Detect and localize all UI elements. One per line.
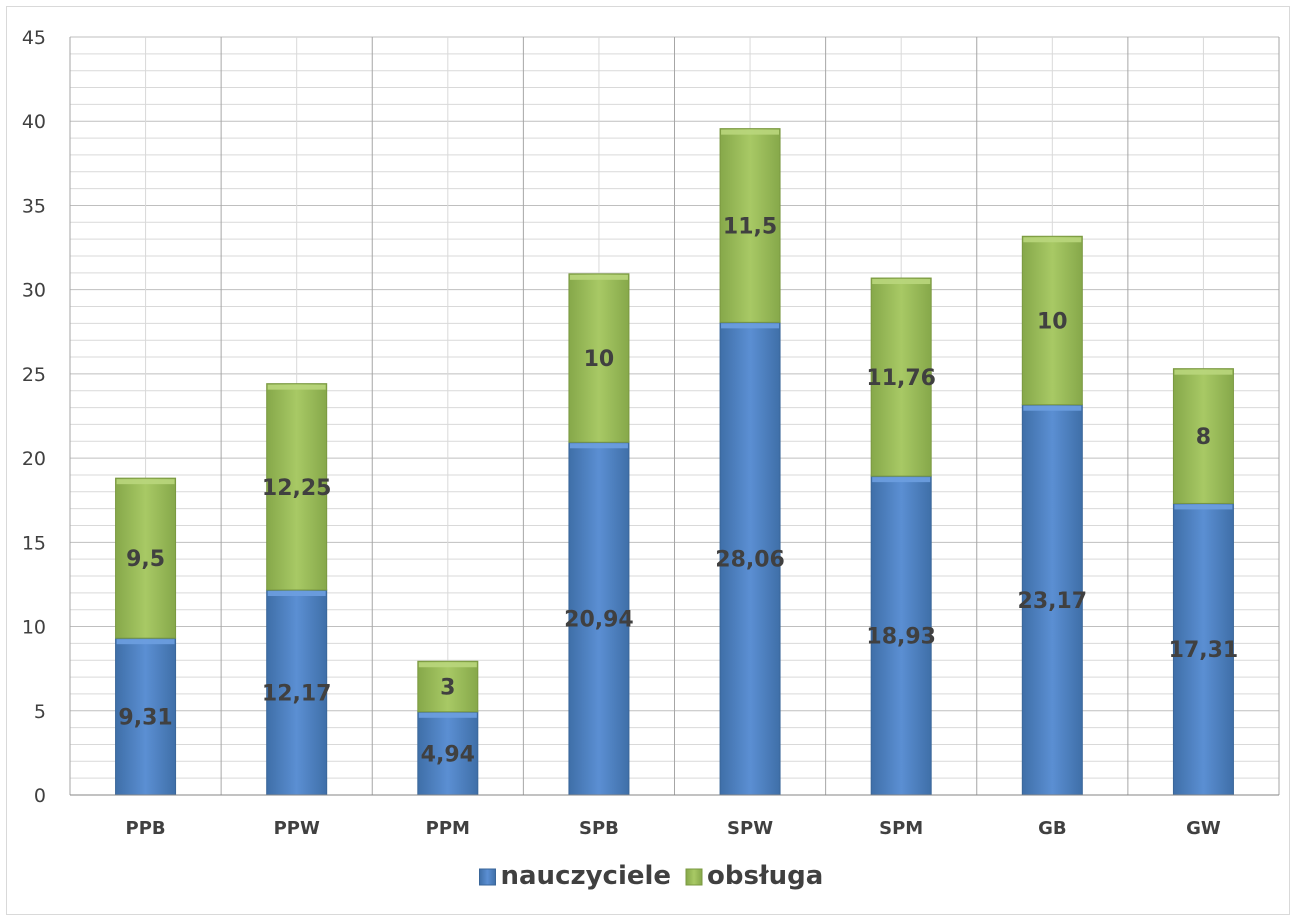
y-tick-label: 0 (34, 785, 46, 807)
bar-segment-obsługa (568, 273, 630, 443)
data-label-obsługa: 11,5 (723, 214, 777, 239)
data-labels: 9,31 9,5 12,17 12,25 4,94 3 20,94 10 28,06 11,5 18… (118, 214, 1238, 767)
legend: nauczyciele obsługa (479, 861, 823, 891)
bar-segment-bevel (1023, 237, 1082, 243)
x-category-label: SPM (879, 818, 923, 839)
x-category-label: PPW (274, 818, 320, 839)
bar-segment-obsługa (870, 277, 932, 477)
data-label-obsługa: 3 (440, 676, 455, 701)
bar-segment-obsługa (115, 477, 177, 639)
y-tick-label: 10 (22, 617, 46, 639)
legend-label-nauczyciele: nauczyciele (501, 861, 672, 891)
bar-segment-nauczyciele (1021, 404, 1083, 796)
legend-swatch-nauczyciele (479, 868, 496, 886)
bar-segment-bevel (1174, 504, 1233, 510)
bar-segment-bevel (872, 279, 931, 285)
data-label-nauczyciele: 12,17 (262, 682, 332, 707)
x-category-label: SPB (579, 818, 619, 839)
x-category-label: PPM (426, 818, 470, 839)
legend-swatch-obsługa (685, 868, 703, 886)
bar-segment-bevel (569, 443, 628, 449)
x-category-label: PPB (126, 818, 166, 839)
data-label-nauczyciele: 17,31 (1169, 638, 1239, 663)
bar-segment-nauczyciele (266, 589, 328, 796)
data-label-nauczyciele: 23,17 (1018, 589, 1088, 614)
bar-segment-bevel (872, 477, 931, 483)
data-label-obsługa: 9,5 (126, 547, 165, 572)
y-tick-label: 15 (22, 532, 46, 554)
data-label-obsługa: 12,25 (262, 476, 332, 501)
chart-frame (6, 6, 1290, 915)
gridlines (69, 36, 1280, 796)
data-label-obsługa: 8 (1196, 425, 1211, 450)
bar-segment-bevel (1023, 405, 1082, 411)
data-label-nauczyciele: 20,94 (564, 608, 634, 633)
bar-segment-obsługa (719, 128, 781, 323)
x-category-label: SPW (727, 818, 773, 839)
data-label-obsługa: 10 (584, 347, 615, 372)
y-tick-label: 30 (22, 280, 46, 302)
bar-segment-bevel (267, 591, 326, 597)
bar-segment-nauczyciele (568, 441, 630, 796)
y-tick-label: 45 (22, 27, 46, 49)
bar-segment-bevel (721, 129, 780, 135)
legend-label-obsługa: obsługa (707, 861, 823, 891)
bar-segment-obsługa (1172, 368, 1234, 504)
y-tick-label: 5 (34, 701, 46, 723)
data-label-obsługa: 10 (1037, 309, 1068, 334)
data-label-nauczyciele: 9,31 (118, 706, 172, 731)
x-category-label: GW (1186, 818, 1221, 839)
bar-segment-obsługa (1021, 235, 1083, 406)
bar-segment-nauczyciele (417, 711, 479, 796)
axes: 0 5 10 15 20 25 30 35 40 45 PPB PPW PPM SPB SPW SPM GB GW (22, 27, 1279, 839)
bar-segment-bevel (418, 662, 477, 668)
bars (115, 128, 1234, 796)
bar-segment-nauczyciele (870, 475, 932, 796)
data-label-nauczyciele: 18,93 (866, 625, 936, 650)
y-tick-label: 35 (22, 195, 46, 217)
bar-segment-nauczyciele (719, 321, 781, 796)
bar-segment-bevel (116, 639, 175, 645)
bar-segment-bevel (569, 274, 628, 280)
y-tick-label: 20 (22, 448, 46, 470)
bar-segment-bevel (418, 712, 477, 718)
data-label-nauczyciele: 4,94 (421, 742, 475, 767)
data-label-nauczyciele: 28,06 (715, 548, 785, 573)
y-tick-label: 40 (22, 111, 46, 133)
data-label-obsługa: 11,76 (866, 366, 936, 391)
bar-segment-bevel (116, 479, 175, 485)
bar-segment-bevel (721, 323, 780, 329)
bar-segment-bevel (1174, 369, 1233, 375)
bar-segment-obsługa (417, 660, 479, 713)
bar-segment-obsługa (266, 383, 328, 591)
x-category-label: GB (1038, 818, 1067, 839)
bar-segment-bevel (267, 384, 326, 390)
y-tick-label: 25 (22, 364, 46, 386)
